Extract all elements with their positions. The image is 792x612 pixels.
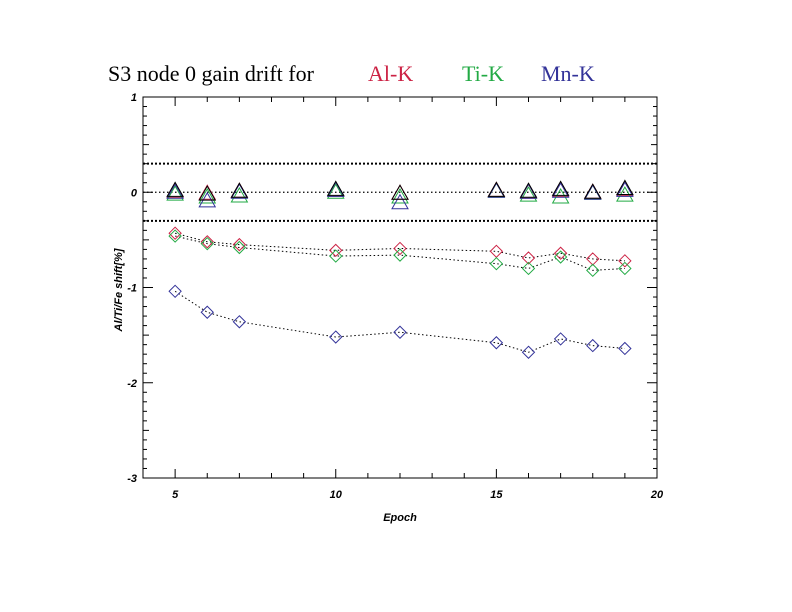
x-tick-label: 20: [650, 489, 664, 501]
triangle-marker: [551, 180, 570, 196]
diamond-marker: [329, 243, 343, 258]
triangle-marker: [487, 182, 506, 198]
diamond-marker: [393, 325, 407, 339]
diamond-marker: [168, 229, 182, 243]
triangle-marker: [230, 183, 249, 199]
diamond-marker: [200, 235, 214, 249]
diamond-marker: [232, 237, 247, 252]
diamond-marker: [329, 330, 343, 344]
diamond-marker: [553, 332, 568, 346]
triangle-marker: [583, 183, 602, 199]
diamond-marker: [586, 263, 600, 278]
triangle-marker: [166, 183, 184, 199]
triangle-marker: [583, 183, 602, 199]
triangle-marker: [230, 182, 249, 198]
triangle-marker: [391, 193, 409, 210]
diamond-marker: [168, 284, 182, 299]
triangle-marker: [487, 182, 506, 198]
diamond-marker: [489, 256, 504, 271]
y-tick-label: 0: [131, 187, 138, 199]
triangle-marker: [519, 186, 538, 202]
triangle-marker: [616, 179, 634, 195]
triangle-marker: [198, 188, 217, 204]
triangle-marker: [166, 185, 184, 201]
triangle-marker: [166, 181, 184, 197]
legend-ti-k: Ti-K: [462, 61, 504, 86]
triangle-marker: [487, 181, 506, 197]
legend-al-k: Al-K: [368, 61, 413, 86]
diamond-marker: [393, 241, 407, 256]
diamond-marker: [553, 250, 568, 264]
triangle-marker: [519, 182, 538, 198]
triangle-marker: [616, 181, 634, 197]
x-axis-label: Epoch: [383, 512, 417, 524]
y-tick-label: -1: [127, 283, 137, 295]
triangle-marker: [391, 188, 409, 204]
x-tick-label: 10: [330, 489, 343, 501]
series-line: [174, 290, 625, 353]
triangle-marker: [230, 187, 249, 203]
plot-frame: [142, 96, 658, 479]
diamond-marker: [329, 249, 343, 263]
diamond-marker: [618, 341, 632, 356]
series-line: [175, 235, 625, 271]
diamond-marker: [168, 226, 182, 240]
triangle-marker: [551, 182, 570, 198]
diamond-marker: [521, 345, 536, 359]
diamond-marker: [521, 251, 536, 265]
legend-mn-k: Mn-K: [541, 61, 595, 86]
diamond-marker: [521, 261, 536, 276]
diamond-marker: [618, 261, 632, 276]
diamond-marker: [489, 244, 504, 259]
triangle-marker: [391, 184, 409, 200]
diamond-marker: [553, 246, 568, 260]
x-tick-label: 5: [172, 489, 179, 501]
triangle-marker: [616, 180, 634, 196]
triangle-marker: [326, 180, 345, 196]
triangle-marker: [198, 185, 217, 201]
y-tick-label: -3: [127, 473, 137, 485]
diamond-marker: [393, 248, 407, 262]
y-tick-label: -2: [127, 378, 137, 390]
diamond-marker: [489, 336, 504, 350]
y-axis-label: Al/Ti/Fe shift[%]: [113, 248, 125, 332]
diamond-marker: [232, 315, 247, 329]
series-line: [174, 232, 625, 262]
triangle-marker: [551, 188, 570, 204]
chart-title: S3 node 0 gain drift for: [108, 61, 315, 86]
diamond-marker: [232, 240, 247, 255]
triangle-marker: [230, 182, 249, 198]
triangle-marker: [487, 181, 506, 197]
diamond-marker: [200, 305, 214, 319]
diamond-marker: [200, 236, 214, 251]
x-tick-label: 15: [490, 489, 503, 501]
triangle-marker: [326, 183, 345, 199]
diamond-marker: [618, 254, 632, 268]
y-tick-label: 1: [131, 92, 137, 104]
diamond-marker: [586, 338, 600, 353]
